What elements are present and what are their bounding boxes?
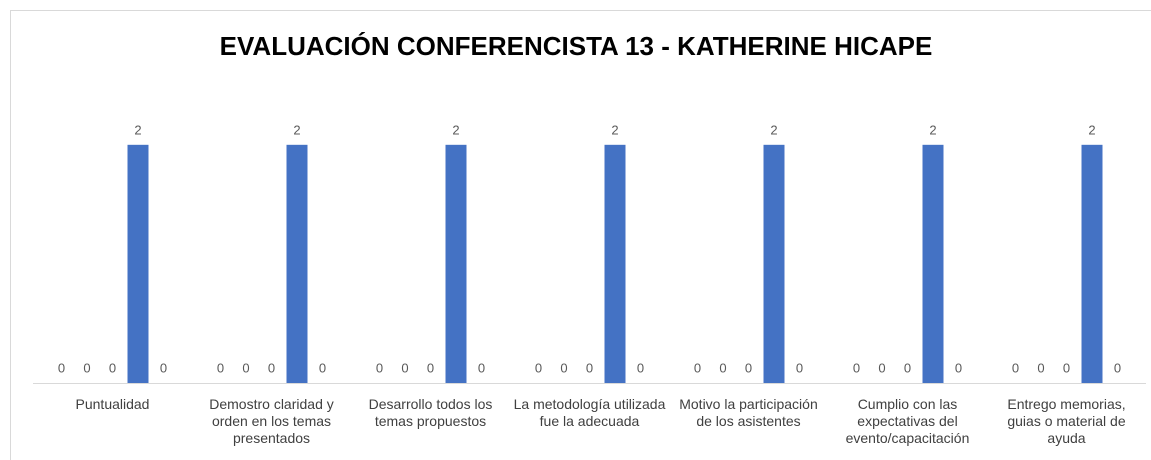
data-label: 2 <box>770 122 777 137</box>
bar <box>127 144 149 383</box>
bar <box>1081 144 1103 383</box>
data-label: 0 <box>586 360 593 375</box>
x-tick-label: La metodología utilizada fue la adecuada <box>513 396 666 429</box>
data-label: 0 <box>1037 360 1044 375</box>
data-label: 0 <box>719 360 726 375</box>
data-label: 2 <box>929 122 936 137</box>
bar <box>445 144 467 383</box>
chart-title: EVALUACIÓN CONFERENCISTA 13 - KATHERINE … <box>220 31 933 61</box>
x-tick-label: Motivo la participación de los asistente… <box>679 396 818 429</box>
x-tick-label: Puntualidad <box>75 396 150 412</box>
data-label: 0 <box>160 360 167 375</box>
data-label: 2 <box>1088 122 1095 137</box>
data-label: 0 <box>1063 360 1070 375</box>
data-label: 0 <box>796 360 803 375</box>
data-label: 0 <box>401 360 408 375</box>
data-label: 0 <box>478 360 485 375</box>
data-label: 0 <box>878 360 885 375</box>
data-label: 0 <box>268 360 275 375</box>
data-label: 0 <box>109 360 116 375</box>
chart-border <box>10 10 1151 460</box>
bar <box>604 144 626 383</box>
data-label: 2 <box>293 122 300 137</box>
data-label: 0 <box>560 360 567 375</box>
data-label: 0 <box>745 360 752 375</box>
data-label: 0 <box>242 360 249 375</box>
data-label: 0 <box>1012 360 1019 375</box>
data-label: 2 <box>611 122 618 137</box>
data-label: 0 <box>1114 360 1121 375</box>
data-label: 0 <box>904 360 911 375</box>
data-label: 0 <box>427 360 434 375</box>
bar <box>922 144 944 383</box>
data-label: 0 <box>58 360 65 375</box>
data-label: 0 <box>853 360 860 375</box>
data-label: 0 <box>955 360 962 375</box>
data-label: 0 <box>376 360 383 375</box>
data-label: 0 <box>83 360 90 375</box>
data-label: 2 <box>452 122 459 137</box>
data-label: 2 <box>134 122 141 137</box>
x-tick-label: Entrego memorias, guias o material de ay… <box>1007 396 1126 446</box>
data-label: 0 <box>319 360 326 375</box>
data-label: 0 <box>694 360 701 375</box>
bar <box>286 144 308 383</box>
data-label: 0 <box>535 360 542 375</box>
x-tick-label: Desarrollo todos los temas propuestos <box>368 396 493 429</box>
data-label: 0 <box>637 360 644 375</box>
x-tick-label: Demostro claridad y orden en los temas p… <box>209 396 334 446</box>
x-tick-label: Cumplio con las expectativas del evento/… <box>845 396 970 446</box>
bar <box>763 144 785 383</box>
data-label: 0 <box>217 360 224 375</box>
